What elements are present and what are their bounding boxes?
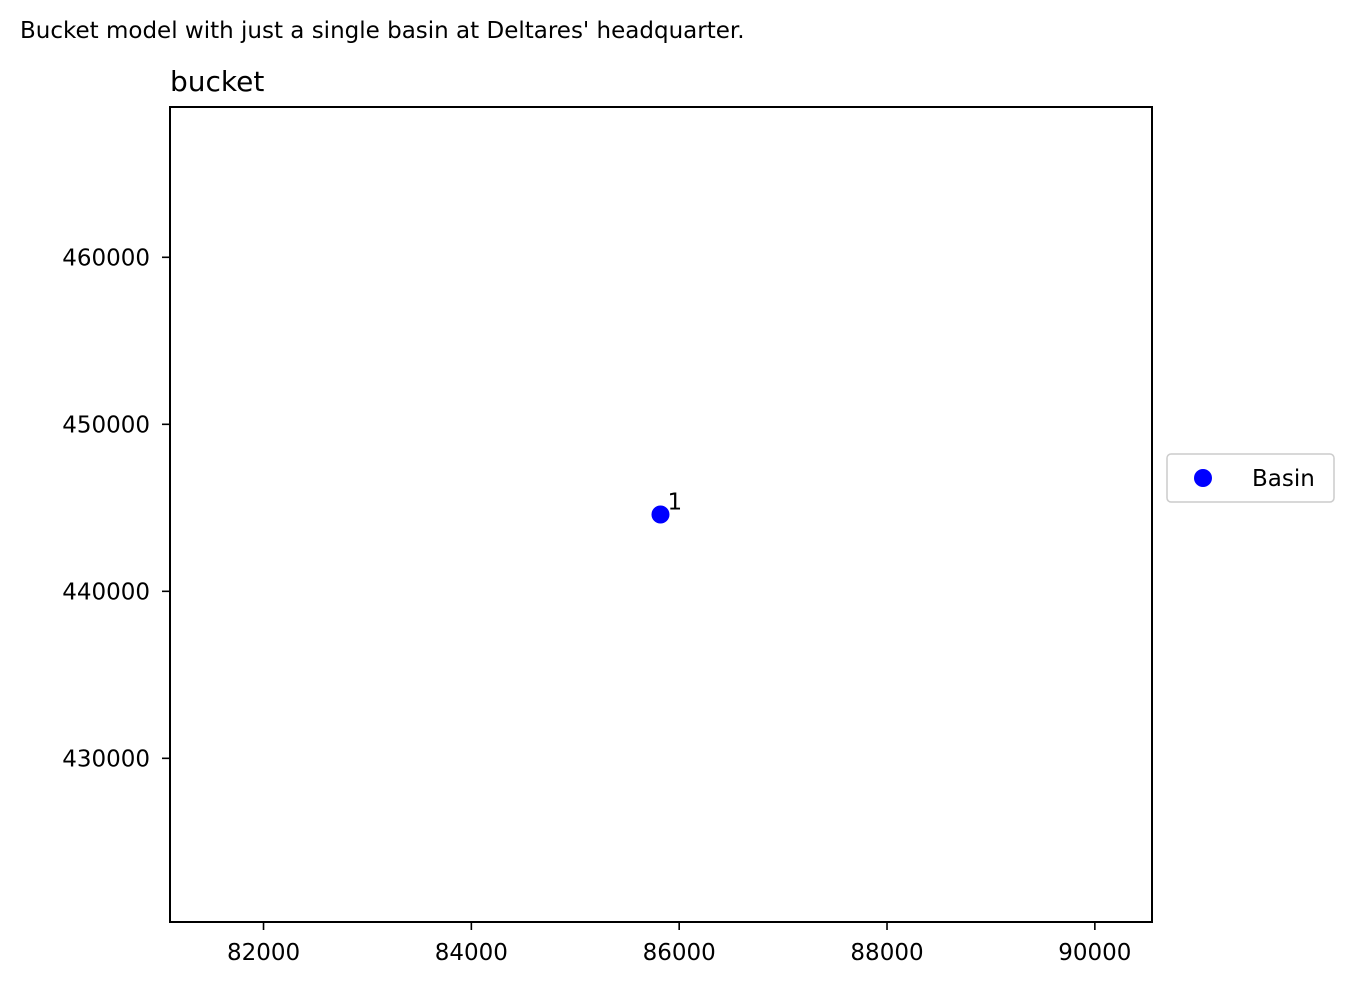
figure-caption: Bucket model with just a single basin at… — [20, 18, 745, 44]
y-tick-label: 430000 — [62, 746, 150, 772]
x-tick-label: 82000 — [227, 940, 300, 966]
legend-label: Basin — [1252, 466, 1315, 492]
legend: Basin — [1166, 453, 1335, 503]
x-tick-label: 90000 — [1058, 940, 1131, 966]
legend-box — [1166, 453, 1335, 503]
data-points: 1 — [651, 490, 682, 524]
y-tick-label: 460000 — [62, 245, 150, 271]
x-axis: 82000 84000 86000 88000 90000 — [227, 922, 1131, 966]
basin-point — [651, 505, 670, 524]
y-tick-label: 450000 — [62, 412, 150, 438]
legend-marker — [1194, 469, 1212, 487]
chart-title: bucket — [170, 65, 264, 98]
x-tick-label: 86000 — [643, 940, 716, 966]
x-tick-label: 84000 — [435, 940, 508, 966]
y-axis: 430000 440000 450000 460000 — [62, 245, 170, 772]
point-label: 1 — [667, 490, 682, 516]
y-tick-label: 440000 — [62, 579, 150, 605]
x-tick-label: 88000 — [850, 940, 923, 966]
